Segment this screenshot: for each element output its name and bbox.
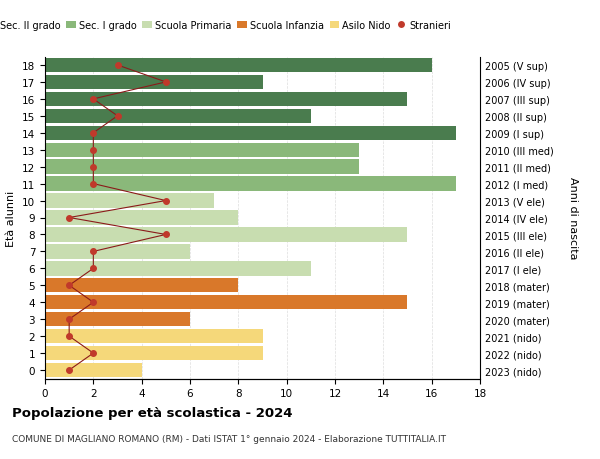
Y-axis label: Anni di nascita: Anni di nascita (568, 177, 577, 259)
Bar (45, 92, 407, 107)
Point (64, 367, 74, 374)
Point (64, 214, 74, 222)
Point (113, 113, 122, 120)
Point (113, 62, 122, 69)
Bar (45, 228, 407, 242)
Point (161, 197, 170, 205)
Bar (45, 177, 456, 191)
Point (161, 231, 170, 239)
Point (89, 163, 98, 171)
Bar (45, 312, 190, 327)
Bar (45, 76, 263, 90)
Bar (45, 245, 190, 259)
Point (89, 180, 98, 188)
Bar (45, 262, 311, 276)
Point (89, 96, 98, 103)
Legend: Sec. II grado, Sec. I grado, Scuola Primaria, Scuola Infanzia, Asilo Nido, Stran: Sec. II grado, Sec. I grado, Scuola Prim… (0, 21, 451, 30)
Text: COMUNE DI MAGLIANO ROMANO (RM) - Dati ISTAT 1° gennaio 2024 - Elaborazione TUTTI: COMUNE DI MAGLIANO ROMANO (RM) - Dati IS… (12, 434, 446, 443)
Point (89, 130, 98, 137)
Bar (45, 211, 238, 225)
Point (64, 316, 74, 323)
Bar (45, 126, 456, 140)
Bar (45, 194, 214, 208)
Bar (45, 143, 359, 157)
Point (89, 350, 98, 357)
Bar (45, 160, 359, 174)
Point (89, 248, 98, 256)
Bar (45, 346, 263, 360)
Bar (45, 109, 311, 124)
Y-axis label: Età alunni: Età alunni (7, 190, 16, 246)
Bar (45, 329, 263, 344)
Point (64, 282, 74, 289)
Bar (45, 279, 238, 293)
Point (89, 299, 98, 306)
Bar (45, 296, 407, 310)
Point (89, 265, 98, 273)
Point (161, 79, 170, 86)
Point (64, 333, 74, 340)
Bar (45, 59, 431, 73)
Bar (45, 363, 142, 377)
Point (89, 147, 98, 154)
Text: Popolazione per età scolastica - 2024: Popolazione per età scolastica - 2024 (12, 406, 293, 419)
